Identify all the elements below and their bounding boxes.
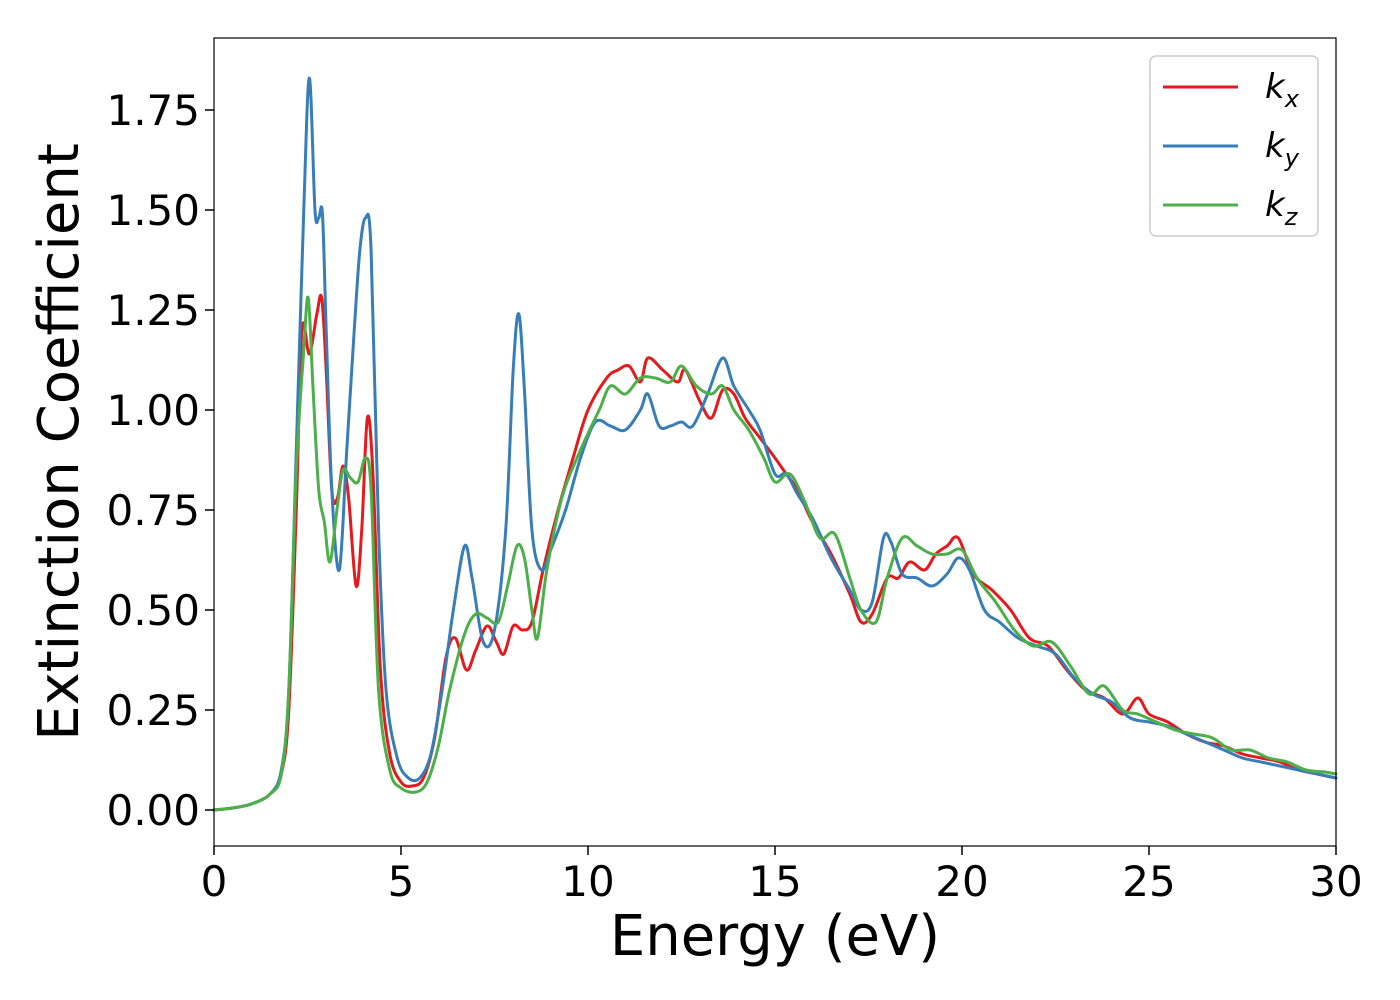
legend-label-y: ky (1265, 126, 1300, 172)
y-tick-label: 1.75 (106, 86, 200, 135)
plot-background (214, 38, 1336, 846)
x-tick-label: 25 (1122, 857, 1175, 906)
y-tick-label: 1.25 (106, 286, 200, 335)
x-tick-label: 10 (561, 857, 614, 906)
x-tick-label: 0 (201, 857, 228, 906)
y-tick-label: 0.75 (106, 486, 200, 535)
legend-label-x: kx (1265, 67, 1300, 113)
y-tick-label: 1.00 (106, 386, 200, 435)
series-layer (212, 76, 1338, 812)
legend: kx ky kz (1149, 55, 1319, 237)
x-axis-label: Energy (eV) (610, 904, 940, 969)
y-tick-label: 0.25 (106, 686, 200, 735)
plot-frame (213, 37, 1337, 847)
series-line-z (212, 295, 1338, 812)
y-axis-label: Extinction Coefficient (27, 143, 92, 741)
x-tick-label: 5 (388, 857, 415, 906)
x-tick-label: 15 (748, 857, 801, 906)
y-tick-label: 0.00 (106, 786, 200, 835)
ticks-layer: 0 5 10 15 20 25 30 0.00 0.25 0.50 0.75 1.00 1.25 1.50… (106, 86, 1362, 906)
x-tick-label: 20 (935, 857, 988, 906)
legend-label-z: kz (1265, 185, 1299, 231)
y-tick-label: 0.50 (106, 586, 200, 635)
y-tick-label: 1.50 (106, 186, 200, 235)
x-tick-label: 30 (1309, 857, 1362, 906)
